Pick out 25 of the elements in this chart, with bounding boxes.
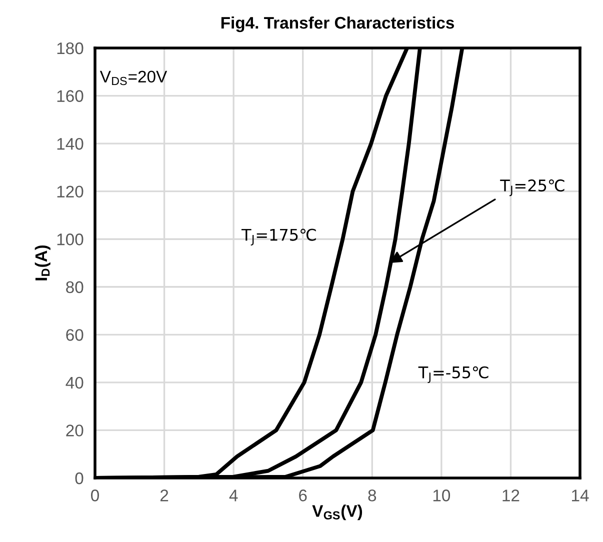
series-label: T$_{J}$=175℃ [241, 228, 316, 246]
x-tick-label: 8 [368, 490, 376, 502]
x-tick-label: 10 [433, 490, 450, 502]
y-axis-title: I$_{D}$(A) [34, 245, 50, 280]
x-tick-label: 12 [502, 490, 520, 502]
annotation: V$_{DS}$=20V [100, 70, 168, 86]
y-tick-label: 20 [66, 424, 84, 436]
chart-title: Fig4. Transfer Characteristics [221, 16, 454, 32]
x-tick-label: 6 [299, 490, 307, 502]
y-tick-label: 0 [75, 472, 84, 484]
y-tick-label: 180 [57, 42, 84, 54]
y-tick-label: 160 [57, 90, 84, 102]
y-tick-label: 60 [66, 329, 84, 341]
x-tick-label: 0 [91, 490, 99, 502]
x-axis-title: V$_{GS}$(V) [312, 504, 362, 520]
y-tick-label: 140 [57, 138, 84, 150]
x-tick-label: 2 [160, 490, 168, 502]
x-tick-label: 4 [229, 490, 238, 502]
series-label: T$_{J}$=-55℃ [418, 366, 488, 384]
x-tick-label: 14 [572, 490, 589, 502]
text: T$_{J}$=25℃ [500, 179, 564, 196]
y-tick-label: 100 [57, 234, 84, 246]
y-tick-label: 80 [66, 281, 84, 294]
y-tick-label: 120 [57, 186, 84, 198]
y-tick-label: 40 [66, 376, 84, 389]
